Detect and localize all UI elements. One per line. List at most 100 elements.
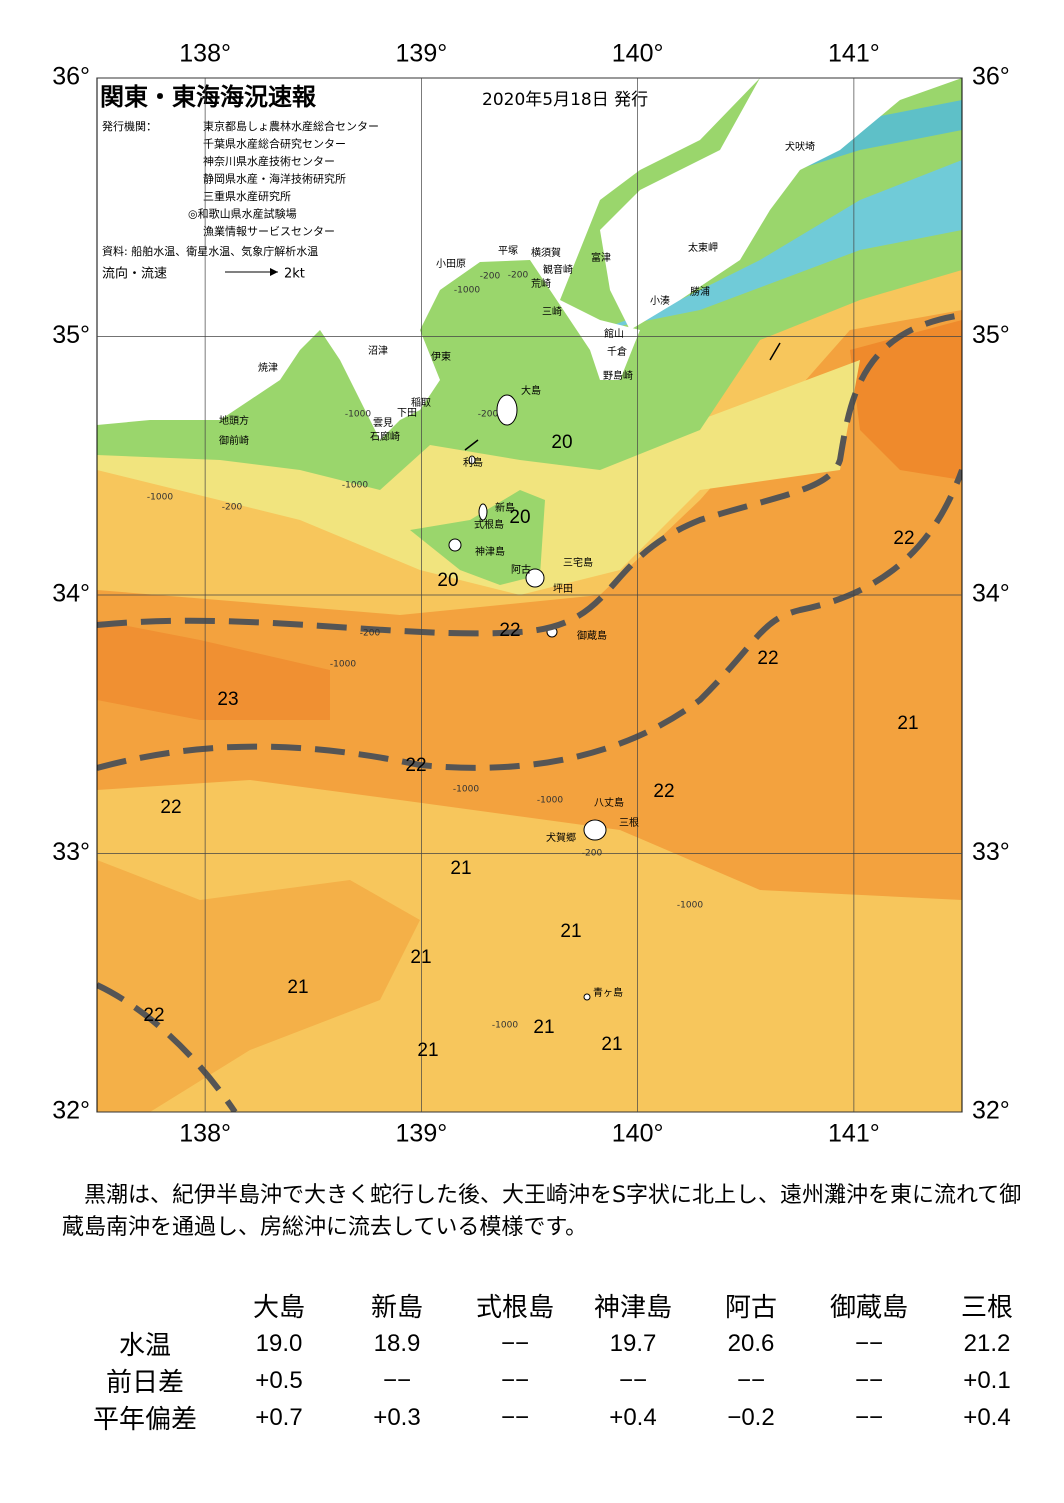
depth-label: -200 [222, 503, 243, 513]
lat-label: 35° [972, 321, 1010, 349]
row-header: 平年偏差 [92, 1404, 197, 1434]
depth-label: -200 [582, 849, 603, 859]
title: 関東・東海海況速報 [100, 83, 317, 111]
isotherm-label: 22 [405, 755, 426, 776]
table-row: 平年偏差 +0.7 +0.3 −− +0.4 −0.2 −− +0.4 [70, 1399, 1046, 1436]
isotherm-label: 21 [533, 1017, 554, 1038]
column-header: 三根 [960, 1291, 1013, 1322]
table-cell: 20.6 [727, 1329, 775, 1357]
depth-label: -1000 [147, 493, 173, 503]
issuer: 静岡県水産・海洋技術研究所 [203, 172, 346, 186]
column-header: 大島 [252, 1291, 305, 1322]
table-cell: −− [854, 1329, 884, 1357]
isotherm-label: 21 [897, 713, 918, 734]
place-name: 伊東 [431, 350, 451, 363]
transition-water [97, 360, 860, 595]
isotherm-label: 22 [757, 648, 778, 669]
lon-label: 139° [396, 40, 448, 68]
land [97, 78, 760, 440]
lat-label: 35° [52, 321, 90, 349]
cold-water [600, 160, 962, 330]
lon-label: 140° [612, 1120, 664, 1148]
place-name: 野島崎 [603, 369, 633, 382]
isotherm-label: 21 [450, 858, 471, 879]
summary-text: 黒潮は、紀伊半島沖で大きく蛇行した後、大王崎沖をS字状に北上し、遠州灘沖を東に流… [62, 1183, 1022, 1240]
lon-label: 141° [828, 40, 880, 68]
place-name: 小湊 [650, 294, 670, 307]
coastal-water [410, 490, 545, 585]
isotherm-label: 21 [287, 977, 308, 998]
table-row: 前日差 +0.5 −− −− −− −− −− +0.1 [70, 1362, 1046, 1399]
depth-label: -1000 [454, 286, 480, 296]
place-name: 犬吠埼 [785, 140, 815, 153]
table-cell: −− [854, 1403, 884, 1431]
table-cell: +0.4 [963, 1403, 1011, 1431]
place-name: 御蔵島 [577, 629, 607, 642]
place-name: 石廊崎 [370, 430, 400, 443]
place-name: 館山 [604, 327, 624, 340]
place-name: 新島 [495, 501, 515, 514]
issuer: 三重県水産研究所 [203, 189, 291, 203]
lat-label: 33° [972, 838, 1010, 866]
table-cell: +0.4 [609, 1403, 657, 1431]
isotherm-label: 22 [653, 781, 674, 802]
depth-label: -1000 [345, 410, 371, 420]
lat-label: 36° [52, 63, 90, 91]
row-header: 水温 [118, 1330, 171, 1360]
table-cell: −− [382, 1366, 412, 1394]
isotherm-label: 21 [417, 1040, 438, 1061]
place-name: 青ヶ島 [593, 986, 623, 999]
place-name: 坪田 [553, 582, 573, 595]
depth-label: -1000 [677, 901, 703, 911]
issuer: 千葉県水産総合研究センター [203, 137, 346, 151]
issue-date: 2020年5月18日 発行 [482, 90, 648, 110]
table-row: 水温 19.0 18.9 −− 19.7 20.6 −− 21.2 [70, 1325, 1046, 1362]
table-cell: 21.2 [963, 1329, 1011, 1357]
depth-label: -1000 [342, 481, 368, 491]
temperature-table: 大島 新島 式根島 神津島 阿古 御蔵島 三根 水温 19.0 18.9 −− 19.7 20.6 −− 2… [70, 1285, 1046, 1436]
table-header: 大島 新島 式根島 神津島 阿古 御蔵島 三根 [70, 1285, 1046, 1325]
column-header: 新島 [370, 1291, 423, 1322]
table-cell: +0.3 [373, 1403, 421, 1431]
place-name: 利島 [463, 456, 483, 469]
isotherm-label: 20 [437, 570, 458, 591]
table-cell: −− [500, 1403, 530, 1431]
legend-scale: 2kt [284, 267, 305, 282]
column-header: 御蔵島 [829, 1291, 908, 1322]
table-cell: +0.1 [963, 1366, 1011, 1394]
column-header: 神津島 [593, 1291, 672, 1322]
issuer: 神奈川県水産技術センター [203, 154, 335, 168]
sea-temperature [97, 78, 962, 1112]
issuer: 東京都島しょ農林水産総合センター [203, 119, 379, 133]
isotherm-label: 23 [217, 689, 238, 710]
place-name: 阿古 [511, 563, 531, 576]
depth-label: -1000 [492, 1021, 518, 1031]
isotherm-label: 22 [893, 528, 914, 549]
place-name: 三宅島 [563, 556, 593, 569]
place-name: 勝浦 [690, 285, 710, 298]
issuer: ◎和歌山県水産試験場 [188, 207, 297, 221]
table-cell: +0.5 [255, 1366, 303, 1394]
depth-label: -200 [508, 271, 529, 281]
depth-label: -200 [480, 272, 501, 282]
isotherm-label: 21 [560, 921, 581, 942]
place-name: 三根 [619, 816, 639, 829]
lat-label: 32° [52, 1097, 90, 1125]
table-cell: 19.7 [609, 1329, 657, 1357]
isotherm-label: 21 [410, 947, 431, 968]
kuroshio-axis [97, 312, 962, 1112]
legend-label: 流向・流速 [102, 266, 167, 282]
place-name: 式根島 [474, 518, 504, 531]
isotherm-label: 22 [499, 620, 520, 641]
place-name: 神津島 [475, 545, 505, 558]
lon-label: 139° [396, 1120, 448, 1148]
issuer: 漁業情報サービスセンター [203, 224, 335, 238]
warm-core [97, 620, 330, 720]
islands [448, 394, 607, 1001]
depth-label: -1000 [453, 785, 479, 795]
place-name: 千倉 [607, 345, 627, 358]
depth-label: -1000 [537, 796, 563, 806]
place-name: 三崎 [542, 305, 562, 318]
current-arrows [464, 342, 781, 451]
